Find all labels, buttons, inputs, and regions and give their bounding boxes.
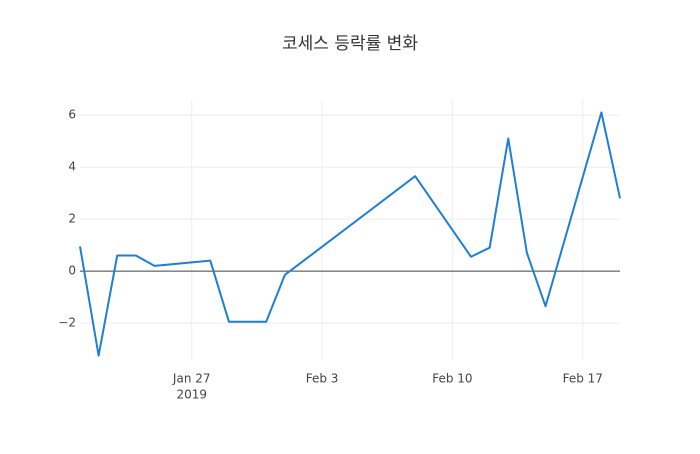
x-tick-label: Feb 3 bbox=[306, 372, 339, 386]
y-tick-label: 0 bbox=[68, 264, 76, 278]
y-tick-label: 4 bbox=[68, 160, 76, 174]
y-tick-label: −2 bbox=[58, 316, 76, 330]
line-series bbox=[79, 111, 621, 357]
y-tick-label: 2 bbox=[68, 212, 76, 226]
x-tick-label: Jan 27 bbox=[172, 372, 211, 386]
chart-title: 코세스 등락률 변화 bbox=[282, 34, 418, 54]
y-tick-label: 6 bbox=[68, 108, 76, 122]
x-tick-label: Feb 17 bbox=[563, 372, 603, 386]
x-tick-label: Feb 10 bbox=[432, 372, 472, 386]
x-tick-year: 2019 bbox=[176, 388, 207, 402]
